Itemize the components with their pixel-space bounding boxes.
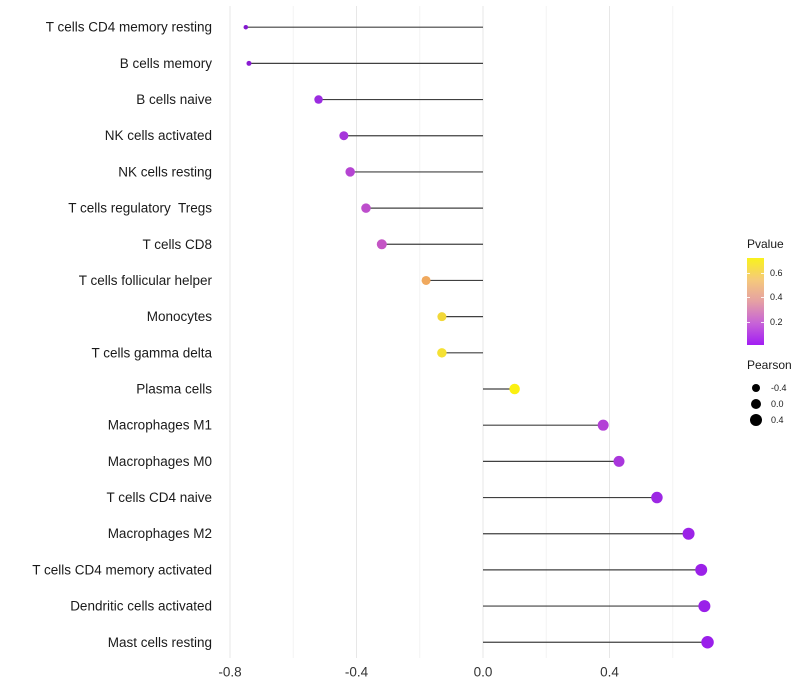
pvalue-tick-label: 0.4	[770, 292, 783, 302]
y-axis-label: Monocytes	[147, 309, 213, 324]
pvalue-legend-title: Pvalue	[747, 237, 784, 251]
y-axis-label: T cells CD4 naive	[106, 490, 212, 505]
y-axis-label: Plasma cells	[136, 382, 212, 397]
pearson-legend-label: -0.4	[771, 383, 787, 393]
pvalue-colorbar-wrap: 0.6 0.4 0.2	[747, 258, 783, 345]
x-axis-tick-label: 0.4	[600, 665, 619, 680]
lollipop-point	[597, 419, 609, 431]
pvalue-tick-mark	[761, 273, 764, 274]
y-axis-label: T cells regulatory Tregs	[68, 201, 212, 216]
pearson-legend-dot-box	[749, 381, 763, 395]
y-axis-label: T cells CD4 memory activated	[32, 562, 212, 577]
lollipop-point	[243, 24, 249, 30]
y-axis-label: B cells naive	[136, 92, 212, 107]
lollipop-point	[376, 239, 387, 250]
pearson-legend-dot-box	[749, 413, 763, 427]
lollipop-point	[701, 636, 714, 649]
pvalue-tick-label: 0.2	[770, 317, 783, 327]
y-axis-label: NK cells activated	[105, 128, 212, 143]
lollipop-point	[437, 348, 447, 358]
x-axis-tick-label: -0.4	[345, 665, 369, 680]
pearson-legend-item: 0.0	[747, 396, 792, 412]
lollipop-point	[246, 60, 252, 66]
lollipop-point	[339, 131, 349, 141]
pearson-legend-items: -0.4 0.0 0.4	[747, 380, 792, 428]
pvalue-colorbar-gradient	[747, 258, 764, 345]
pearson-legend-dot-box	[749, 397, 763, 411]
pearson-legend-dot	[750, 414, 762, 426]
pearson-legend-label: 0.0	[771, 399, 784, 409]
lollipop-point	[695, 563, 708, 576]
lollipop-point	[314, 95, 323, 104]
pvalue-tick-mark	[761, 322, 764, 323]
pearson-legend: Pearson -0.4 0.0 0.4	[747, 358, 792, 428]
pearson-legend-dot	[751, 399, 761, 409]
lollipop-point	[421, 275, 431, 285]
lollipop-point	[509, 383, 520, 395]
lollipop-point	[682, 527, 695, 540]
y-axis-label: Dendritic cells activated	[70, 599, 212, 614]
lollipop-point	[698, 600, 711, 613]
y-axis-label: Macrophages M1	[108, 418, 212, 433]
pvalue-legend: Pvalue 0.6 0.4 0.2	[747, 237, 799, 345]
lollipop-point	[613, 455, 625, 467]
pearson-legend-item: -0.4	[747, 380, 792, 396]
y-axis-label: Macrophages M2	[108, 526, 212, 541]
y-axis-label: NK cells resting	[118, 164, 212, 179]
y-axis-label: B cells memory	[120, 56, 213, 71]
pearson-legend-label: 0.4	[771, 415, 784, 425]
pvalue-tick-label: 0.6	[770, 268, 783, 278]
pearson-legend-dot	[752, 384, 760, 392]
pearson-legend-title: Pearson	[747, 358, 792, 372]
pvalue-tick-mark	[747, 297, 750, 298]
y-axis-label: Mast cells resting	[108, 635, 212, 650]
pvalue-tick-mark	[761, 297, 764, 298]
lollipop-point	[651, 491, 663, 504]
y-axis-label: T cells follicular helper	[79, 273, 213, 288]
lollipop-point	[437, 312, 447, 322]
x-axis-tick-label: -0.8	[218, 665, 241, 680]
lollipop-point	[361, 203, 371, 213]
y-axis-label: T cells CD8	[142, 237, 212, 252]
pearson-legend-item: 0.4	[747, 412, 792, 428]
pvalue-tick-mark	[747, 322, 750, 323]
y-axis-label: T cells CD4 memory resting	[46, 20, 212, 35]
x-axis-tick-label: 0.0	[474, 665, 493, 680]
y-axis-label: T cells gamma delta	[91, 345, 212, 360]
y-axis-label: Macrophages M0	[108, 454, 212, 469]
pvalue-tick-mark	[747, 273, 750, 274]
lollipop-point	[345, 167, 355, 177]
